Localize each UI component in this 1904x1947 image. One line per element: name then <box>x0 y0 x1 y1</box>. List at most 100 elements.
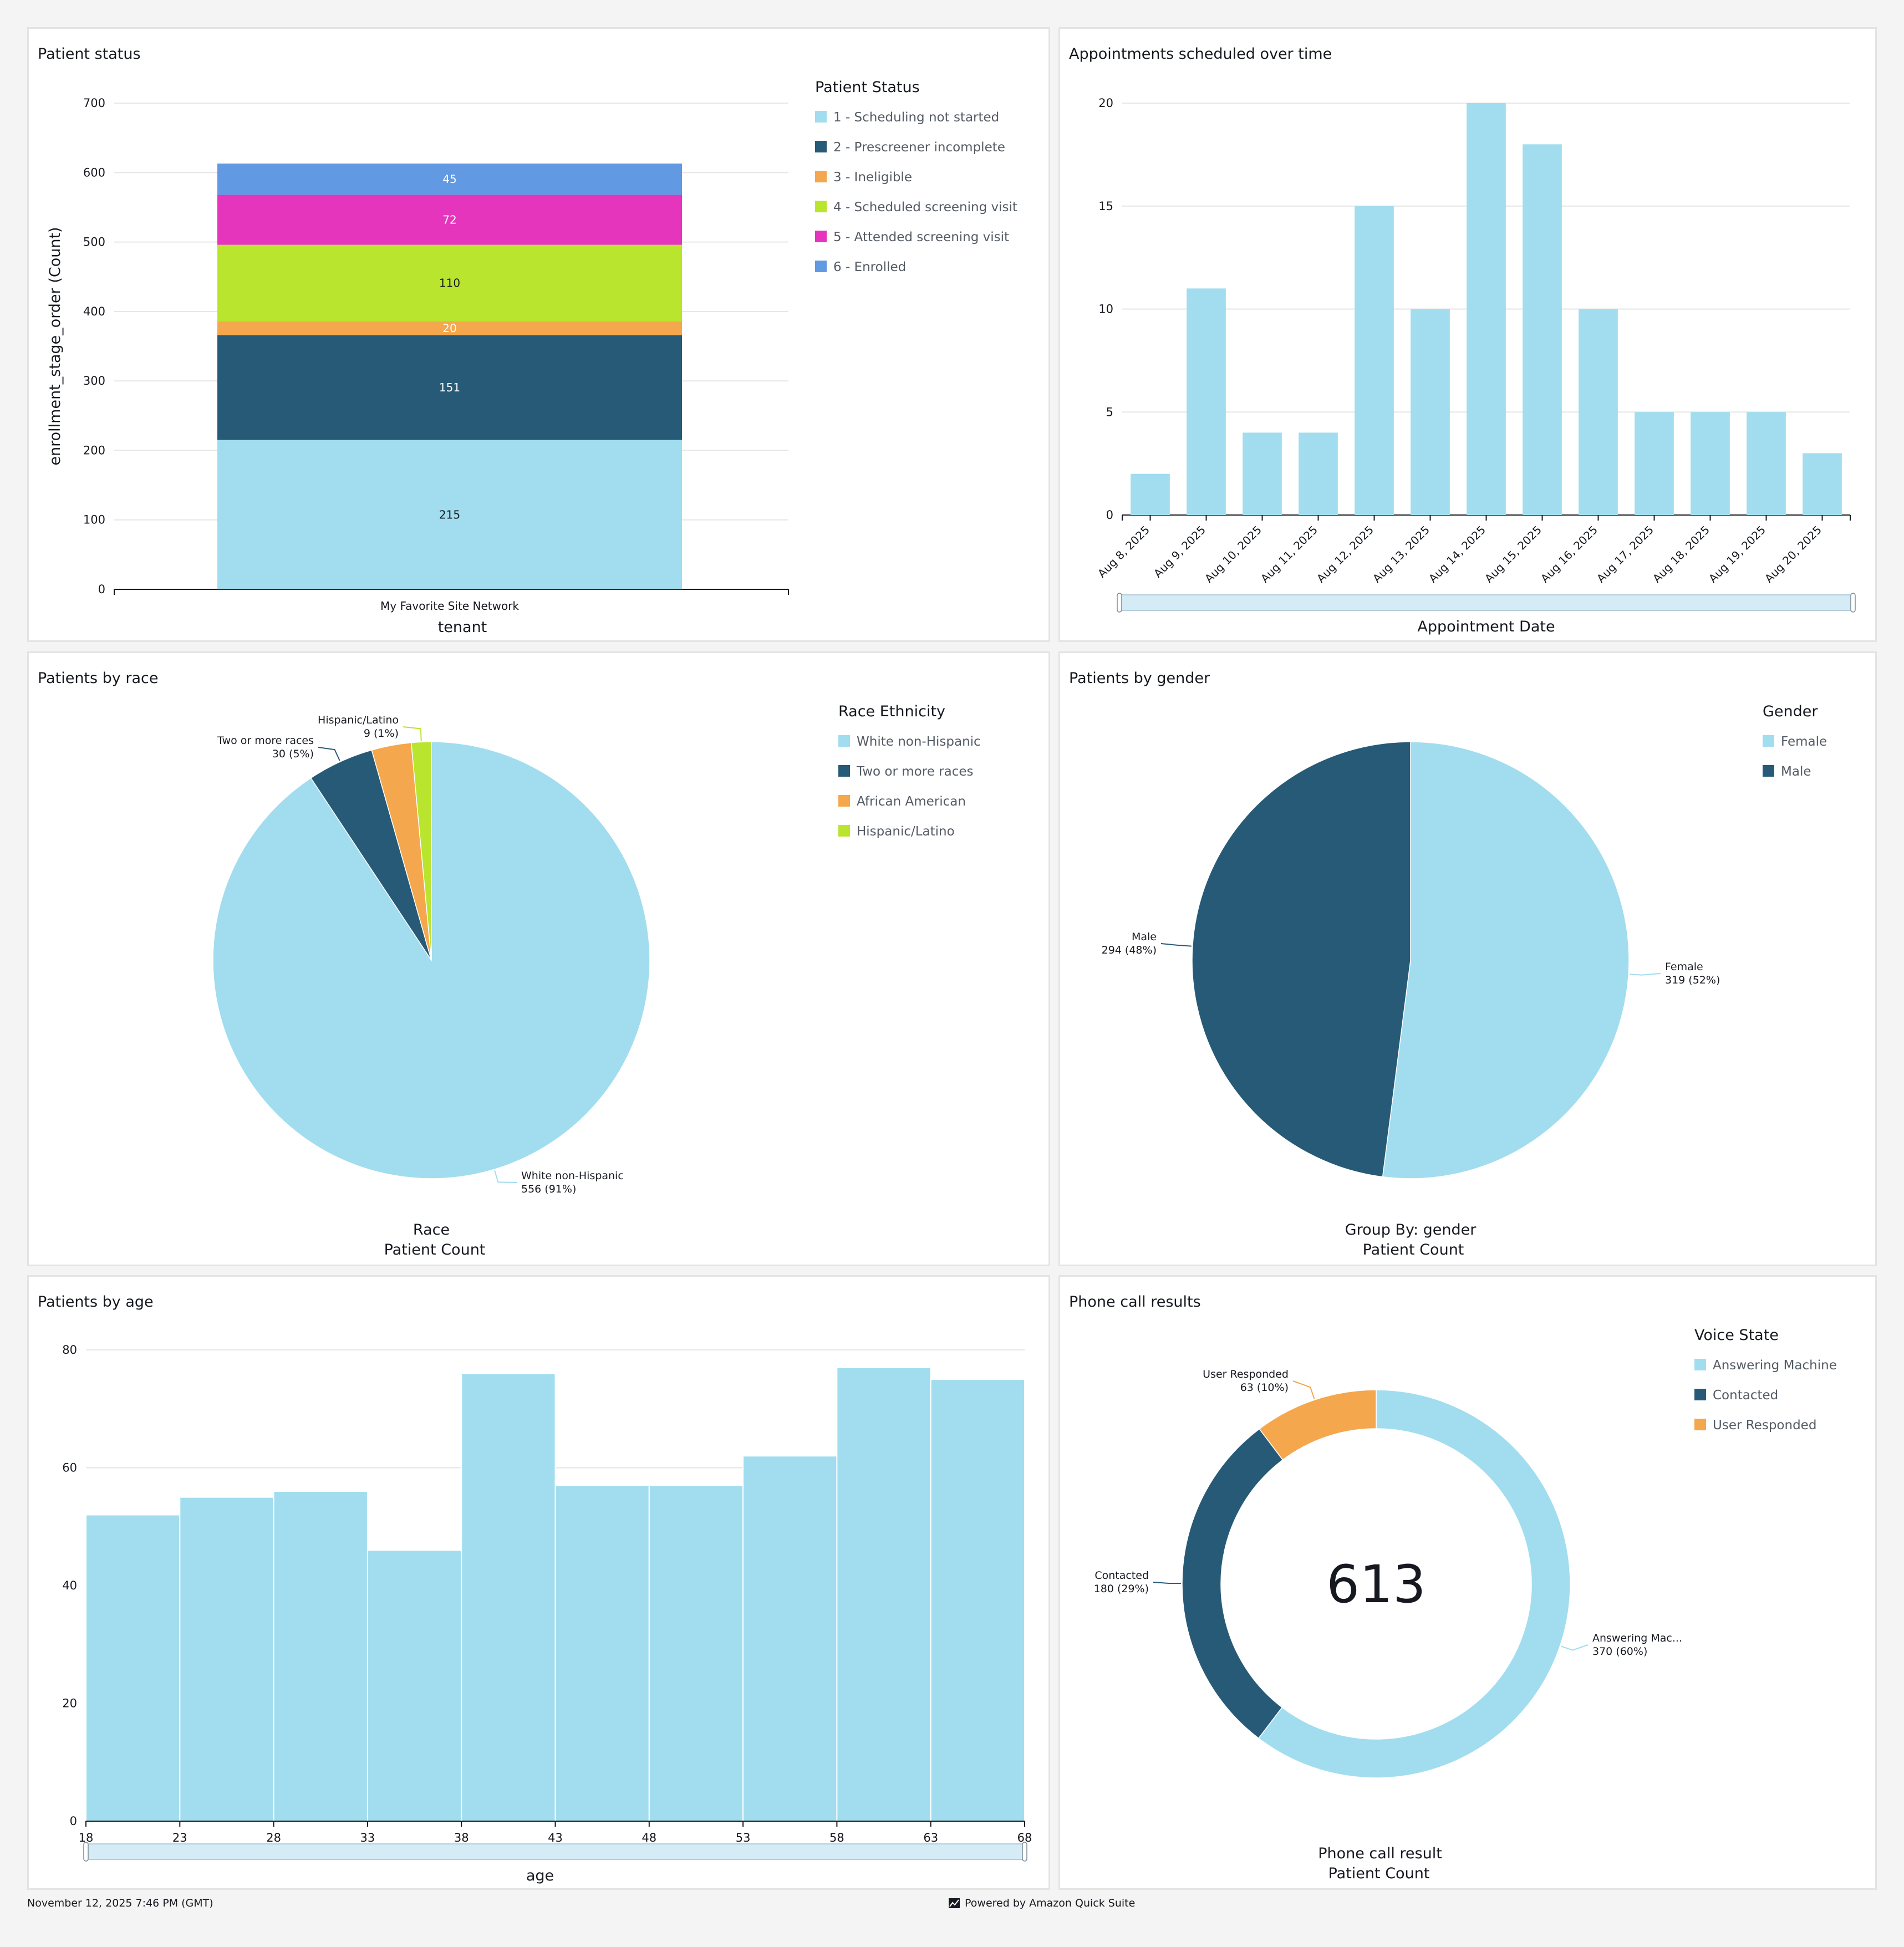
legend-label: Answering Machine <box>1713 1358 1837 1373</box>
legend-swatch <box>815 111 827 123</box>
bar-segment[interactable] <box>217 335 682 440</box>
legend-item[interactable]: Answering Machine <box>1694 1358 1837 1388</box>
panel-title: Appointments scheduled over time <box>1069 45 1332 63</box>
range-slider-handle-right[interactable] <box>1022 1842 1027 1862</box>
x-tick-label: 53 <box>736 1831 751 1844</box>
data-label-name: User Responded <box>1203 1368 1289 1380</box>
legend: Voice State Answering Machine Contacted Use… <box>1694 1327 1837 1448</box>
bar[interactable] <box>1523 144 1562 515</box>
panel-age: Patients by age 0 20 40 60 80 18 23 28 33 38 43 48 5… <box>27 1275 1050 1890</box>
x-tick-label: Aug 19, 2025 <box>1706 523 1768 585</box>
legend-item[interactable]: 3 - Ineligible <box>815 170 1017 200</box>
bar-segment[interactable] <box>217 163 682 195</box>
legend-item[interactable]: Female <box>1763 735 1827 764</box>
value-axis-title: Patient Count <box>384 1241 486 1258</box>
legend-item[interactable]: 2 - Prescreener incomplete <box>815 140 1017 170</box>
histogram-bar[interactable] <box>179 1496 274 1822</box>
bar[interactable] <box>1803 453 1842 515</box>
bar[interactable] <box>1355 206 1394 515</box>
bar-segment[interactable] <box>217 440 682 589</box>
callout-line <box>403 726 422 741</box>
bar-segment[interactable] <box>217 244 682 322</box>
range-slider-handle-left[interactable] <box>1117 593 1122 613</box>
range-slider-track[interactable] <box>85 1843 1025 1860</box>
pie-slice[interactable] <box>410 741 432 961</box>
histogram-bar[interactable] <box>366 1550 462 1822</box>
bar[interactable] <box>1187 288 1226 515</box>
data-label-value: 9 (1%) <box>364 727 399 740</box>
legend-item[interactable]: Male <box>1763 764 1827 794</box>
pie-slice[interactable] <box>1192 741 1411 1178</box>
legend-item[interactable]: 5 - Attended screening visit <box>815 230 1017 260</box>
panel-patient-status: Patient status 0 100 200 300 400 500 600 700 215… <box>27 27 1050 642</box>
y-tick-label: 40 <box>62 1579 77 1592</box>
powered-by-text: Powered by Amazon Quick Suite <box>965 1897 1136 1909</box>
y-tick-label: 5 <box>1106 405 1113 419</box>
legend-item[interactable]: Hispanic/Latino <box>838 824 981 854</box>
bar-segment[interactable] <box>217 321 682 335</box>
histogram-bar[interactable] <box>461 1373 556 1822</box>
pie-slice[interactable] <box>1259 1389 1377 1461</box>
pie-slice[interactable] <box>1258 1389 1571 1778</box>
legend-label: 4 - Scheduled screening visit <box>833 200 1017 215</box>
x-tick-label: Aug 20, 2025 <box>1762 523 1824 585</box>
callout-line <box>1561 1644 1589 1651</box>
data-label-name: Contacted <box>1094 1569 1149 1582</box>
patient-status-chart: 0 100 200 300 400 500 600 700 215 151 20 110 72 45 My … <box>47 96 789 636</box>
legend: Gender Female Male <box>1763 703 1827 794</box>
x-tick-label: Aug 17, 2025 <box>1594 523 1656 585</box>
data-label-name: Two or more races <box>217 735 314 747</box>
bar[interactable] <box>1579 309 1618 516</box>
panel-title: Patients by race <box>38 670 159 687</box>
x-axis-title: age <box>526 1867 554 1884</box>
pie-slice[interactable] <box>1182 1428 1284 1739</box>
histogram-bar[interactable] <box>648 1485 744 1822</box>
range-slider-track[interactable] <box>1119 594 1854 611</box>
legend-item[interactable]: Contacted <box>1694 1388 1837 1418</box>
histogram-bar[interactable] <box>273 1491 368 1822</box>
histogram-bar[interactable] <box>85 1514 181 1822</box>
bar-segment[interactable] <box>217 195 682 245</box>
histogram-bar[interactable] <box>742 1455 838 1822</box>
legend-label: 5 - Attended screening visit <box>833 230 1010 244</box>
legend-swatch <box>815 171 827 182</box>
bar[interactable] <box>1747 412 1786 515</box>
legend-item[interactable]: White non-Hispanic <box>838 735 981 764</box>
panel-gender: Patients by gender Female 319 (52%) Male 29… <box>1058 651 1877 1266</box>
legend-item[interactable]: African American <box>838 794 981 824</box>
legend-item[interactable]: 6 - Enrolled <box>815 260 1017 290</box>
x-tick-label: Aug 18, 2025 <box>1650 523 1712 585</box>
legend-item[interactable]: User Responded <box>1694 1418 1837 1448</box>
histogram-bar[interactable] <box>836 1367 931 1822</box>
bar[interactable] <box>1467 103 1506 515</box>
x-tick-label: Aug 10, 2025 <box>1202 523 1264 585</box>
bar[interactable] <box>1243 432 1282 515</box>
x-tick-label: 28 <box>266 1831 281 1844</box>
legend-item[interactable]: 1 - Scheduling not started <box>815 110 1017 140</box>
y-tick-label: 0 <box>98 583 105 596</box>
legend-item[interactable]: Two or more races <box>838 764 981 794</box>
legend: Race Ethnicity White non-Hispanic Two or m… <box>838 703 981 854</box>
legend: Patient Status 1 - Scheduling not started… <box>815 79 1017 290</box>
y-tick-label: 15 <box>1098 200 1113 213</box>
x-axis-title: tenant <box>438 619 487 636</box>
range-slider-handle-right[interactable] <box>1850 593 1856 613</box>
histogram-bar[interactable] <box>554 1485 650 1822</box>
bar[interactable] <box>1691 412 1730 515</box>
range-slider-handle-left[interactable] <box>83 1842 89 1862</box>
bar[interactable] <box>1131 473 1170 515</box>
panel-title: Phone call results <box>1069 1293 1201 1311</box>
legend-swatch <box>838 765 850 777</box>
pie-slice[interactable] <box>1382 741 1630 1179</box>
y-tick-label: 20 <box>62 1697 77 1710</box>
bar[interactable] <box>1635 412 1674 515</box>
bar[interactable] <box>1411 309 1450 516</box>
histogram-bar[interactable] <box>930 1379 1025 1822</box>
data-label: 20 <box>442 322 456 335</box>
y-tick-label: 10 <box>1098 303 1113 316</box>
legend-item[interactable]: 4 - Scheduled screening visit <box>815 200 1017 230</box>
x-tick-label: 33 <box>360 1831 375 1844</box>
bar[interactable] <box>1299 432 1338 515</box>
